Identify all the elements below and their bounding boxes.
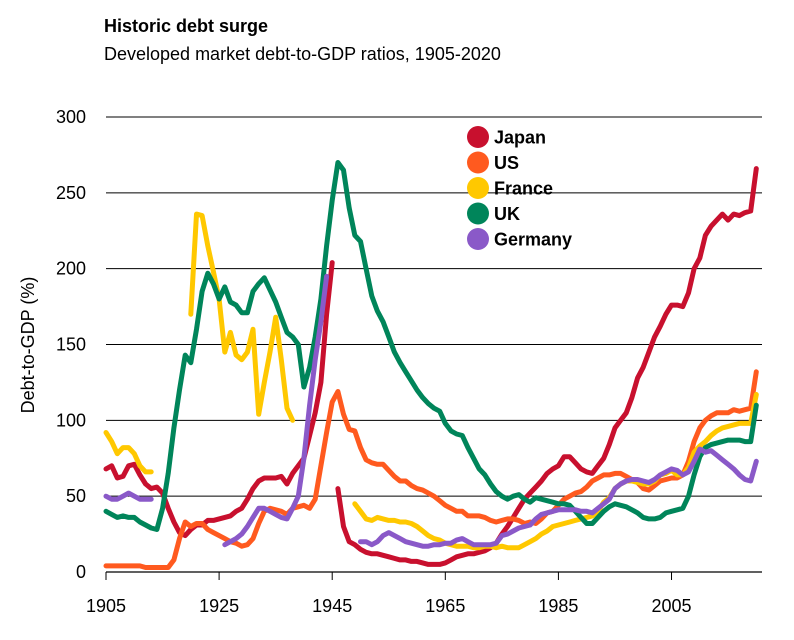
series-line: [103, 430, 154, 475]
series-line: [188, 211, 296, 423]
x-axis-ticks: 1905 1925 1945 1965 1985 2005: [86, 572, 692, 616]
series-line: [103, 160, 759, 532]
series-line: [335, 166, 759, 567]
legend-item-uk: UK: [467, 202, 520, 225]
y-axis-ticks: 0 50 100 150 200 250 300: [56, 107, 86, 582]
legend-swatch: [467, 177, 489, 199]
legend-label: Germany: [494, 230, 572, 250]
y-tick-label: 300: [56, 107, 86, 127]
y-tick-label: 50: [66, 486, 86, 506]
series-japan: [103, 166, 759, 567]
chart-subtitle: Developed market debt-to-GDP ratios, 190…: [104, 44, 501, 64]
series-line: [103, 490, 154, 502]
y-tick-label: 150: [56, 335, 86, 355]
series-line: [222, 273, 330, 548]
chart-title: Historic debt surge: [104, 16, 269, 36]
legend-swatch: [467, 151, 489, 174]
series-line: [103, 369, 759, 570]
y-axis-label: Debt-to-GDP (%): [18, 277, 38, 414]
x-tick-label: 2005: [651, 596, 691, 616]
y-tick-label: 250: [56, 183, 86, 203]
legend-label: France: [494, 179, 553, 199]
legend-label: US: [494, 153, 519, 173]
x-tick-label: 1945: [312, 596, 352, 616]
legend-label: Japan: [494, 128, 546, 148]
legend-label: UK: [494, 204, 520, 224]
x-tick-label: 1985: [538, 596, 578, 616]
legend-item-germany: Germany: [467, 228, 572, 250]
series-us: [103, 369, 759, 570]
series-lines: [103, 160, 759, 570]
legend-swatch: [467, 202, 489, 225]
series-uk: [103, 160, 759, 532]
x-tick-label: 1905: [86, 596, 126, 616]
series-line: [103, 260, 335, 539]
legend-swatch: [467, 126, 489, 148]
series-france: [103, 211, 759, 551]
legend-item-france: France: [467, 177, 553, 199]
x-tick-label: 1925: [199, 596, 239, 616]
gridlines: [106, 116, 762, 573]
y-tick-label: 100: [56, 410, 86, 430]
y-tick-label: 200: [56, 259, 86, 279]
legend-item-us: US: [467, 151, 519, 174]
legend-swatch: [467, 228, 489, 250]
legend: Japan US France UK Germany: [467, 126, 572, 250]
series-germany: [103, 273, 759, 549]
x-tick-label: 1965: [425, 596, 465, 616]
legend-item-japan: Japan: [467, 126, 546, 148]
series-line: [358, 446, 759, 549]
y-tick-label: 0: [76, 562, 86, 582]
